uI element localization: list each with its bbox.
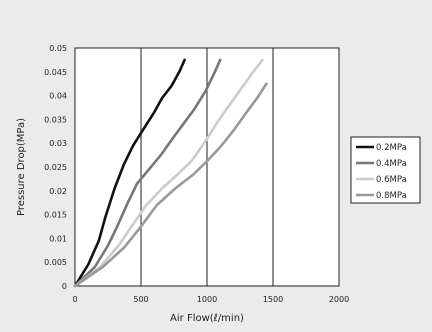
y-tick-label: 0.04 <box>49 92 67 101</box>
plot-frame <box>74 47 340 287</box>
x-tick-label: 2000 <box>329 295 349 304</box>
series-line-0-2mpa <box>73 58 186 288</box>
series-line-0-8mpa <box>73 82 268 288</box>
y-tick-label: 0.02 <box>49 187 67 196</box>
legend-label: 0.4MPa <box>376 159 407 169</box>
y-tick-label: 0 <box>62 282 67 291</box>
legend: 0.2MPa 0.4MPa 0.6MPa 0.8MPa <box>350 136 421 204</box>
y-tick-label: 0.045 <box>44 68 67 77</box>
legend-label: 0.6MPa <box>376 175 407 185</box>
x-tick-label: 1000 <box>197 295 217 304</box>
series-line-0-4mpa <box>73 58 222 288</box>
legend-label: 0.8MPa <box>376 191 407 201</box>
y-tick-label: 0.035 <box>44 115 67 124</box>
series-lines <box>73 58 268 288</box>
x-axis-label: Air Flow(ℓ/min) <box>170 313 244 324</box>
x-tick-label: 0 <box>72 295 77 304</box>
y-tick-label: 0.03 <box>49 139 67 148</box>
legend-label: 0.2MPa <box>376 143 407 153</box>
y-tick-label: 0.05 <box>49 44 67 53</box>
x-tick-labels: 0 500 1000 1500 2000 <box>72 295 349 304</box>
x-tick-label: 1500 <box>263 295 283 304</box>
y-tick-label: 0.025 <box>44 163 67 172</box>
x-tick-label: 500 <box>133 295 148 304</box>
y-tick-label: 0.005 <box>44 258 67 267</box>
y-tick-label: 0.015 <box>44 211 67 220</box>
series-line-0-6mpa <box>73 58 264 288</box>
y-axis-label: Pressure Drop(MPa) <box>16 118 27 216</box>
y-tick-label: 0.01 <box>49 234 67 243</box>
y-tick-labels: 0 0.005 0.01 0.015 0.02 0.025 0.03 0.035 0.04 0.0… <box>44 44 67 291</box>
